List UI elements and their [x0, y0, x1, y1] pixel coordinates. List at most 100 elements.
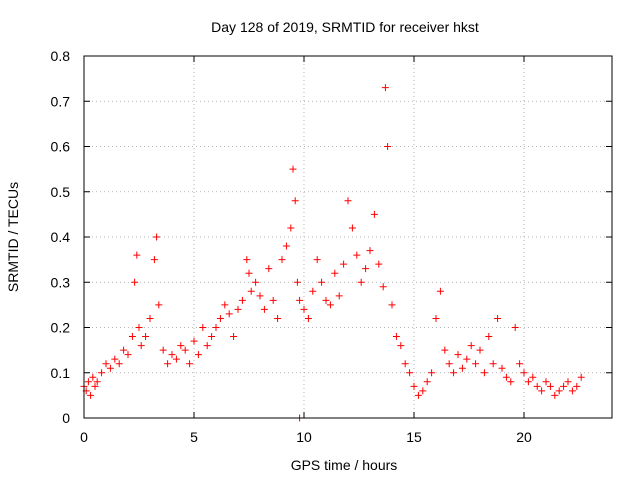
data-point: [331, 269, 339, 277]
data-point: [555, 387, 563, 395]
data-point: [234, 305, 242, 313]
data-point: [172, 355, 180, 363]
y-tick-label: 0.7: [51, 93, 71, 109]
data-point: [135, 324, 143, 331]
data-point: [472, 360, 480, 368]
data-point: [269, 296, 277, 304]
data-point: [410, 382, 418, 390]
data-point: [432, 314, 440, 322]
data-point: [529, 373, 537, 381]
x-axis-label: GPS time / hours: [291, 457, 398, 473]
data-point: [131, 278, 139, 286]
data-point: [274, 314, 282, 322]
data-point: [278, 256, 286, 264]
data-point: [102, 360, 110, 368]
data-point: [313, 256, 321, 264]
data-point: [533, 382, 541, 390]
data-point: [511, 324, 519, 331]
data-point: [137, 342, 145, 350]
data-point: [106, 364, 114, 372]
data-point: [87, 391, 95, 399]
y-tick-label: 0: [62, 410, 70, 426]
data-point: [203, 342, 211, 350]
data-point: [199, 324, 207, 331]
y-tick-label: 0.8: [51, 48, 71, 64]
data-point: [181, 346, 189, 354]
data-point: [406, 369, 414, 377]
y-tick-label: 0.5: [51, 184, 71, 200]
data-point: [476, 346, 484, 354]
data-point: [507, 378, 515, 386]
data-point: [335, 292, 343, 300]
data-point: [445, 360, 453, 368]
y-tick-label: 0.6: [51, 139, 71, 155]
y-tick-label: 0.2: [51, 320, 71, 336]
data-point: [247, 287, 255, 295]
data-point: [577, 373, 585, 381]
data-point: [89, 373, 97, 381]
data-point: [291, 197, 299, 205]
data-point: [573, 382, 581, 390]
data-point: [318, 278, 326, 286]
data-point: [362, 265, 370, 273]
data-point: [115, 360, 123, 368]
data-point: [489, 360, 497, 368]
data-point: [221, 301, 229, 309]
data-point: [516, 360, 524, 368]
data-point: [401, 360, 409, 368]
data-point: [245, 269, 253, 277]
y-axis-label: SRMTID / TECUs: [5, 182, 21, 292]
data-point: [194, 351, 202, 359]
data-point: [150, 256, 158, 264]
data-point: [293, 278, 301, 286]
data-point: [177, 342, 185, 350]
data-point: [348, 224, 356, 232]
x-tick-label: 10: [296, 429, 312, 445]
data-point: [287, 224, 295, 232]
data-point: [494, 314, 502, 322]
data-point: [98, 369, 106, 377]
data-point: [551, 391, 559, 399]
data-point: [230, 333, 238, 341]
data-point: [423, 378, 431, 386]
data-point: [384, 143, 392, 150]
x-tick-label: 5: [190, 429, 198, 445]
data-point: [397, 342, 405, 350]
data-point: [190, 337, 198, 345]
data-points: [80, 84, 585, 422]
data-point: [381, 84, 389, 92]
data-point: [450, 369, 458, 377]
data-point: [84, 378, 92, 386]
data-point: [520, 369, 528, 377]
data-point: [392, 333, 400, 341]
data-point: [282, 242, 290, 250]
data-point: [546, 382, 554, 390]
data-point: [485, 333, 493, 341]
data-point: [370, 210, 378, 218]
data-point: [265, 265, 273, 273]
grid: [84, 56, 612, 418]
data-point: [216, 314, 224, 322]
data-point: [146, 314, 154, 322]
data-point: [300, 305, 308, 313]
data-point: [344, 197, 352, 205]
data-point: [463, 355, 471, 363]
data-point: [419, 387, 427, 395]
data-point: [542, 378, 550, 386]
data-point: [238, 296, 246, 304]
x-tick-label: 15: [406, 429, 422, 445]
data-point: [388, 301, 396, 309]
data-point: [111, 355, 119, 363]
y-tick-label: 0.3: [51, 274, 71, 290]
data-point: [467, 342, 475, 350]
data-point: [304, 314, 312, 322]
data-point: [458, 364, 466, 372]
data-point: [124, 351, 132, 359]
data-point: [340, 260, 348, 268]
data-point: [441, 346, 449, 354]
data-point: [454, 351, 462, 359]
data-point: [524, 378, 532, 386]
data-point: [168, 351, 176, 359]
